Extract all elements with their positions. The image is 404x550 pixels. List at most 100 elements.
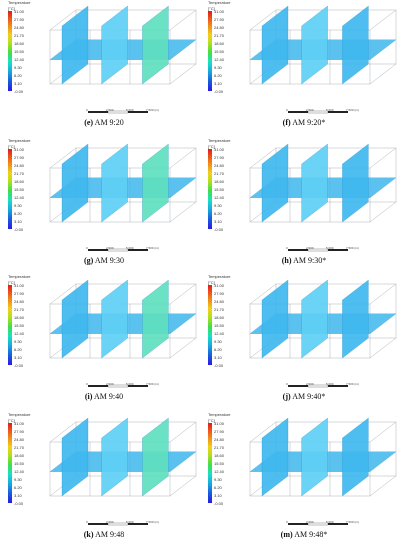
scale-bar: 0 2.500 5.000 7.500 (m) <box>86 515 176 526</box>
scale-label: 2.500 <box>306 520 314 524</box>
simulation-view <box>49 279 197 359</box>
scale-bar-graphic <box>288 384 348 388</box>
legend-tick: 18.60 <box>214 179 225 184</box>
legend-tick: 6.20 <box>214 73 222 78</box>
legend-tick: 3.10 <box>214 355 222 360</box>
legend-unit: [°C] <box>8 144 15 149</box>
scale-bar: 0 2.500 5.000 7.500 (m) <box>86 377 176 388</box>
legend-tick: 12.40 <box>14 57 25 62</box>
legend-tick: -0.00 <box>14 501 24 506</box>
scale-label: 0 <box>86 382 88 386</box>
legend-title: Temperature <box>8 274 31 279</box>
vertical-slice <box>301 5 328 85</box>
legend-tick: -0.00 <box>14 227 24 232</box>
colorbar <box>208 149 212 229</box>
legend-tick: 24.80 <box>14 299 25 304</box>
caption-letter: (g) <box>84 256 94 265</box>
panel-caption: (i) AM 9:40 <box>6 392 202 401</box>
legend-tick: 24.80 <box>14 437 25 442</box>
legend-tick: 18.60 <box>214 41 225 46</box>
scale-label: 5.000 <box>126 246 134 250</box>
legend-tick: 9.30 <box>214 203 222 208</box>
legend-tick: 12.40 <box>14 469 25 474</box>
temperature-legend: Temperature [°C] 31.00 27.90 24.80 21.70 18.60… <box>6 274 36 374</box>
legend-tick: 21.70 <box>14 171 25 176</box>
legend-tick: 6.20 <box>214 211 222 216</box>
colorbar <box>208 285 212 365</box>
sim-panel: Temperature [°C] 31.00 27.90 24.80 21.70 18.60… <box>6 138 202 272</box>
legend-tick: -0.00 <box>214 501 224 506</box>
scale-label: 2.500 <box>106 246 114 250</box>
legend-tick: 21.70 <box>14 307 25 312</box>
legend-tick: 6.20 <box>14 73 22 78</box>
legend-tick: 31.00 <box>214 147 225 152</box>
legend-tick: 27.90 <box>14 17 25 22</box>
scale-label: 0 <box>286 382 288 386</box>
scale-label: 5.000 <box>126 520 134 524</box>
legend-tick: 31.00 <box>14 283 25 288</box>
panel-caption: (g) AM 9:30 <box>6 256 202 265</box>
panel-caption: (m) AM 9:48* <box>206 530 402 539</box>
legend-tick: 18.60 <box>14 315 25 320</box>
legend-tick: 6.20 <box>14 485 22 490</box>
colorbar <box>8 149 12 229</box>
legend-title: Temperature <box>208 412 231 417</box>
legend-tick: 27.90 <box>214 17 225 22</box>
legend-tick: 12.40 <box>14 331 25 336</box>
colorbar <box>8 423 12 503</box>
scale-bar-graphic <box>288 522 348 526</box>
scale-label: 0 <box>286 108 288 112</box>
sim-panel: Temperature [°C] 31.00 27.90 24.80 21.70 18.60… <box>206 138 402 272</box>
legend-title: Temperature <box>208 0 231 5</box>
caption-time: AM 9:48* <box>292 530 328 539</box>
scale-bar: 0 2.500 5.000 7.500 (m) <box>86 103 176 114</box>
panel-caption: (f) AM 9:20* <box>206 118 402 127</box>
legend-tick: 31.00 <box>214 421 225 426</box>
legend-tick: 24.80 <box>214 163 225 168</box>
scale-label: 2.500 <box>106 520 114 524</box>
legend-tick: 6.20 <box>14 347 22 352</box>
temperature-legend: Temperature [°C] 31.00 27.90 24.80 21.70 18.60… <box>206 274 236 374</box>
vertical-slice <box>261 279 289 359</box>
legend-tick: 18.60 <box>14 179 25 184</box>
vertical-slice <box>261 5 289 85</box>
simulation-view <box>49 143 197 223</box>
scale-label: 0 <box>286 520 288 524</box>
legend-tick: 6.20 <box>14 211 22 216</box>
vertical-slice <box>342 5 369 85</box>
caption-letter: (h) <box>281 256 292 265</box>
vertical-slice <box>101 279 128 359</box>
simulation-view <box>249 417 397 497</box>
temperature-legend: Temperature [°C] 31.00 27.90 24.80 21.70 18.60… <box>6 138 36 238</box>
caption-time: AM 9:20 <box>93 118 124 127</box>
sim-panel: Temperature [°C] 31.00 27.90 24.80 21.70 18.60… <box>206 0 402 134</box>
scale-label: 0 <box>86 246 88 250</box>
legend-tick: 12.40 <box>214 195 225 200</box>
legend-tick: 21.70 <box>214 171 225 176</box>
scale-label: 0 <box>286 246 288 250</box>
legend-tick: -0.00 <box>214 227 224 232</box>
vertical-slice <box>342 279 369 359</box>
legend-tick: 21.70 <box>14 33 25 38</box>
vertical-slice <box>61 417 89 497</box>
legend-tick: 15.50 <box>214 49 225 54</box>
scale-label: 7.500 (m) <box>146 108 159 112</box>
sim-panel: Temperature [°C] 31.00 27.90 24.80 21.70 18.60… <box>6 412 202 546</box>
legend-tick: 21.70 <box>214 445 225 450</box>
legend-tick: 31.00 <box>14 421 25 426</box>
legend-tick: 15.50 <box>14 323 25 328</box>
temperature-legend: Temperature [°C] 31.00 27.90 24.80 21.70 18.60… <box>6 412 36 512</box>
caption-time: AM 9:40 <box>92 392 124 401</box>
legend-tick: 15.50 <box>214 323 225 328</box>
scale-bar-graphic <box>88 248 148 252</box>
legend-tick: 9.30 <box>214 339 222 344</box>
caption-letter: (j) <box>282 392 291 401</box>
legend-tick: 6.20 <box>214 485 222 490</box>
legend-tick: 18.60 <box>214 453 225 458</box>
legend-tick: 15.50 <box>14 461 25 466</box>
legend-tick: 3.10 <box>214 493 222 498</box>
legend-tick: 15.50 <box>214 187 225 192</box>
legend-tick: 18.60 <box>14 41 25 46</box>
legend-unit: [°C] <box>8 418 15 423</box>
legend-tick: 24.80 <box>214 299 225 304</box>
